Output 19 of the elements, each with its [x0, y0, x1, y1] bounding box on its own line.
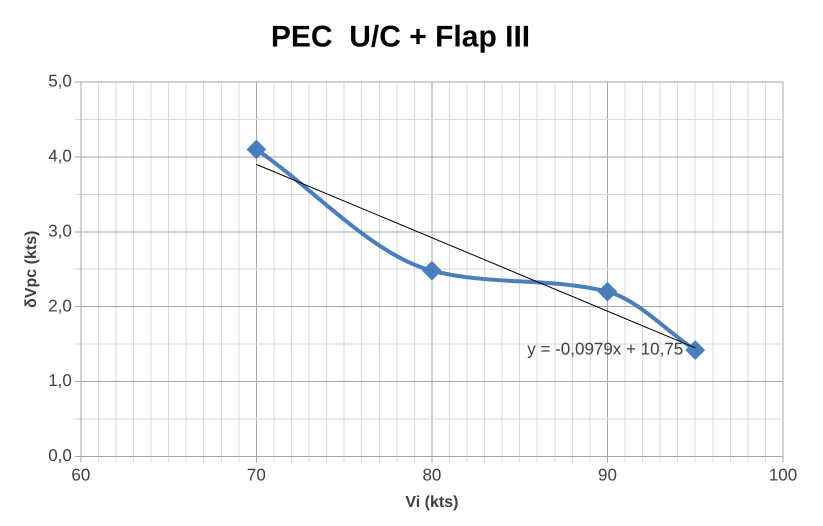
y-tick-label: 2,0: [48, 296, 72, 316]
x-tick-label: 100: [768, 465, 798, 484]
y-tick-label: 4,0: [48, 146, 72, 166]
x-tick-label: 60: [71, 465, 90, 484]
y-tick-label: 0,0: [48, 446, 72, 466]
x-tick-label: 90: [598, 465, 617, 484]
y-tick-label: 1,0: [48, 371, 72, 390]
point: [598, 282, 616, 301]
chart-title: PEC U/C + Flap III: [270, 20, 530, 54]
y-axis-title: δVpc (kts): [23, 230, 40, 308]
x-axis-title: Vi (kts): [405, 494, 458, 511]
y-tick-label: 5,0: [48, 72, 72, 91]
point: [422, 262, 441, 280]
x-tick-label: 80: [422, 465, 442, 484]
x-tick-label: 70: [246, 465, 266, 484]
point: [686, 341, 704, 360]
annotation: y = -0,0979x + 10,75: [527, 340, 684, 359]
point: [247, 140, 266, 158]
y-tick-label: 3,0: [48, 221, 72, 240]
